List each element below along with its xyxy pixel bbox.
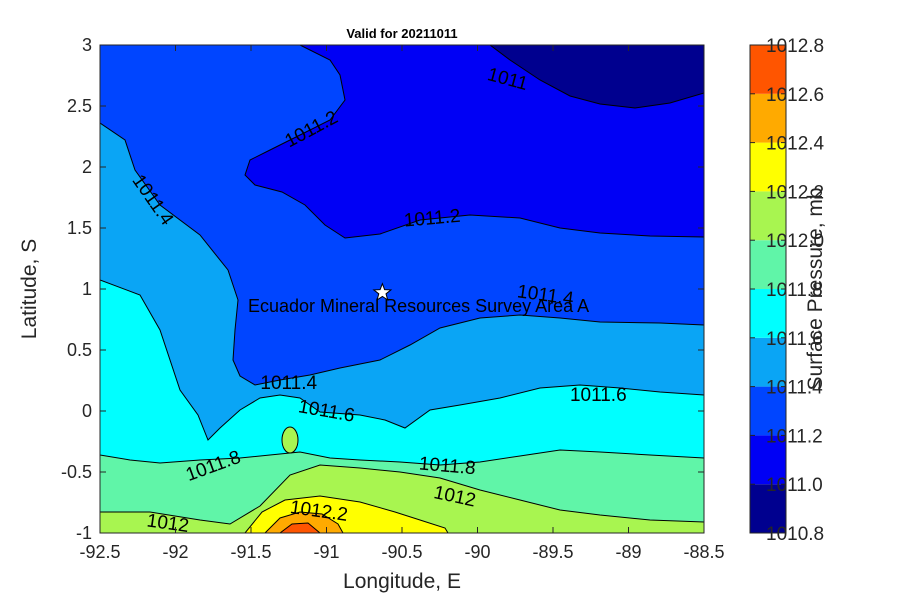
colorbar-segment bbox=[750, 484, 786, 533]
band-1012-0 bbox=[100, 464, 704, 533]
x-axis-label: Longitude, E bbox=[343, 570, 461, 593]
chart-title: Valid for 20211011 bbox=[346, 26, 457, 41]
x-tick-label: -92.5 bbox=[79, 542, 120, 562]
contour-label: 1011.4 bbox=[260, 373, 317, 394]
colorbar-segment bbox=[750, 191, 786, 241]
y-tick-label: 1 bbox=[82, 279, 92, 299]
colorbar-tick-label: 1010.8 bbox=[766, 524, 824, 545]
colorbar-segment bbox=[750, 337, 786, 387]
y-tick-label: -1 bbox=[76, 523, 92, 543]
band-1011-0 bbox=[100, 45, 704, 239]
y-tick-label: 0 bbox=[82, 401, 92, 421]
x-tick-label: -90 bbox=[464, 542, 490, 562]
contour-label: 1011.2 bbox=[403, 206, 461, 232]
colorbar-tick-label: 1011.6 bbox=[766, 329, 823, 350]
x-tick-label: -89.5 bbox=[532, 542, 573, 562]
y-tick-label: 0.5 bbox=[67, 340, 92, 360]
colorbar-segment bbox=[750, 435, 786, 485]
colorbar-tick-label: 1012.2 bbox=[766, 182, 824, 203]
colorbar-tick-label: 1012.0 bbox=[766, 231, 824, 252]
contour-label: 1011.6 bbox=[570, 385, 627, 406]
x-axis: -92.5 -92 -91.5 -91 -90.5 -90 -89.5 -89 -88.5 bbox=[79, 45, 725, 562]
colorbar-segment bbox=[750, 386, 786, 436]
band-1012-6 bbox=[279, 522, 321, 533]
y-tick-label: -0.5 bbox=[61, 462, 92, 482]
colorbar-tick-label: 1011.8 bbox=[766, 280, 823, 301]
band-island-1011-8 bbox=[281, 426, 299, 454]
y-axis: -1 -0.5 0 0.5 1 1.5 2 2.5 3 bbox=[61, 35, 704, 543]
y-tick-label: 2 bbox=[82, 157, 92, 177]
y-axis-label: Latitude, S bbox=[18, 239, 41, 339]
colorbar-segment bbox=[750, 93, 786, 143]
colorbar-tick-label: 1012.6 bbox=[766, 85, 824, 106]
survey-area-annotation: Ecuador Mineral Resources Survey Area A bbox=[248, 296, 589, 316]
x-tick-label: -89 bbox=[615, 542, 641, 562]
colorbar-tick-label: 1011.2 bbox=[766, 426, 823, 447]
colorbar-segment bbox=[750, 142, 786, 192]
colorbar: 1010.8 1011.0 1011.2 1011.4 1011.6 1011.8 1012… bbox=[749, 36, 825, 545]
colorbar-label: Surface Pressure, mb bbox=[804, 187, 827, 390]
y-tick-label: 1.5 bbox=[67, 218, 92, 238]
colorbar-segment bbox=[750, 240, 786, 289]
star-marker-icon bbox=[372, 282, 393, 302]
colorbar-segment bbox=[750, 45, 786, 94]
x-tick-label: -88.5 bbox=[683, 542, 724, 562]
band-1012-4 bbox=[264, 511, 344, 533]
colorbar-tick-label: 1012.8 bbox=[766, 36, 824, 57]
colorbar-tick-label: 1012.4 bbox=[766, 134, 825, 155]
x-tick-label: -90.5 bbox=[381, 542, 422, 562]
colorbar-tick-label: 1011.4 bbox=[766, 378, 823, 399]
y-tick-label: 2.5 bbox=[67, 96, 92, 116]
x-tick-label: -92 bbox=[162, 542, 188, 562]
colorbar-segment bbox=[750, 289, 786, 338]
colorbar-tick-label: 1011.0 bbox=[766, 475, 823, 496]
band-1010-8 bbox=[489, 45, 704, 109]
contour-label: 1011.8 bbox=[418, 453, 476, 479]
marker-group bbox=[372, 282, 393, 302]
x-tick-label: -91.5 bbox=[230, 542, 271, 562]
x-tick-label: -91 bbox=[313, 542, 339, 562]
contour-fill-group bbox=[100, 45, 704, 533]
y-tick-label: 3 bbox=[82, 35, 92, 55]
